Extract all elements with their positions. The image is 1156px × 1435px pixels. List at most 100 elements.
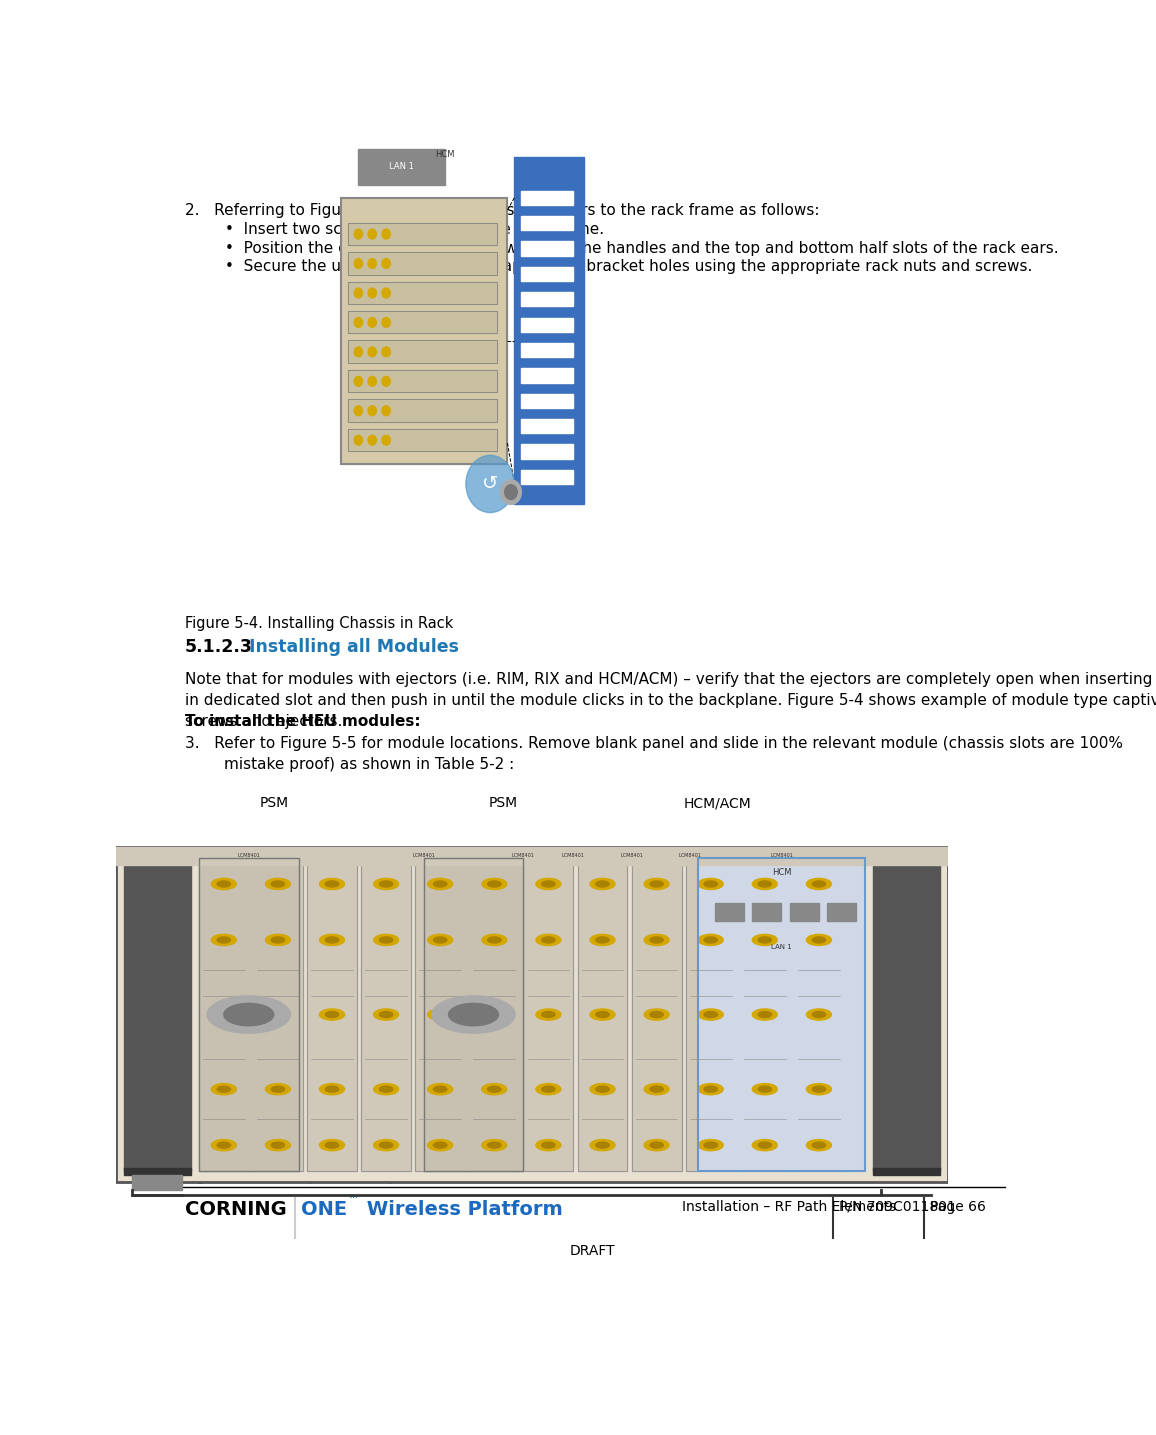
Circle shape [813, 881, 825, 887]
Bar [348, 340, 497, 363]
Circle shape [813, 1142, 825, 1148]
Circle shape [488, 881, 501, 887]
Circle shape [698, 934, 724, 946]
Text: LCM8401: LCM8401 [562, 854, 585, 858]
Circle shape [590, 1009, 615, 1020]
Bar [521, 293, 573, 307]
Circle shape [542, 1086, 555, 1092]
Circle shape [381, 288, 391, 298]
Bar [348, 399, 497, 422]
Circle shape [595, 1086, 609, 1092]
Bar [348, 311, 497, 333]
Circle shape [536, 1083, 561, 1095]
Circle shape [319, 878, 344, 890]
Bar [199, 858, 298, 1171]
Bar [348, 429, 497, 451]
Circle shape [212, 1139, 236, 1151]
Circle shape [807, 1139, 831, 1151]
Bar [348, 281, 497, 304]
Bar [348, 429, 497, 451]
Circle shape [217, 1086, 230, 1092]
Circle shape [266, 934, 290, 946]
Circle shape [482, 1139, 506, 1151]
Circle shape [379, 1142, 393, 1148]
Bar [873, 858, 940, 1171]
Circle shape [381, 406, 391, 416]
Circle shape [266, 878, 290, 890]
Circle shape [428, 1009, 453, 1020]
Circle shape [272, 1086, 284, 1092]
Circle shape [368, 347, 377, 357]
Circle shape [542, 881, 555, 887]
Text: LCM8401: LCM8401 [770, 854, 793, 858]
Circle shape [325, 881, 339, 887]
Circle shape [212, 934, 236, 946]
Bar [578, 858, 628, 1171]
Text: PSM: PSM [260, 796, 289, 811]
Bar [253, 858, 303, 1171]
Circle shape [428, 934, 453, 946]
Circle shape [698, 1083, 724, 1095]
Circle shape [272, 1142, 284, 1148]
Text: Page 66: Page 66 [931, 1200, 986, 1214]
Text: ONE: ONE [302, 1200, 348, 1218]
Circle shape [644, 934, 669, 946]
Circle shape [542, 1012, 555, 1017]
Bar [698, 858, 865, 1171]
Circle shape [807, 934, 831, 946]
Bar [521, 393, 573, 408]
Circle shape [373, 878, 399, 890]
Bar [578, 858, 628, 1171]
Circle shape [381, 317, 391, 327]
Circle shape [698, 1009, 724, 1020]
Bar [521, 217, 573, 231]
Circle shape [595, 937, 609, 943]
Circle shape [381, 258, 391, 268]
Text: DRAFT: DRAFT [570, 1244, 615, 1258]
Text: Figure 5-5. Example of occupied HEU: Figure 5-5. Example of occupied HEU [185, 1170, 455, 1184]
Bar [361, 858, 412, 1171]
Text: Installing all Modules: Installing all Modules [250, 639, 459, 656]
Circle shape [368, 435, 377, 445]
Circle shape [644, 1139, 669, 1151]
Circle shape [482, 1009, 506, 1020]
Circle shape [434, 881, 447, 887]
Text: 3.   Refer to Figure 5-5 for module locations. Remove blank panel and slide in t: 3. Refer to Figure 5-5 for module locati… [185, 736, 1122, 772]
Text: RIX: RIX [266, 1114, 289, 1128]
Circle shape [272, 881, 284, 887]
Circle shape [373, 1083, 399, 1095]
Bar [521, 191, 573, 205]
Circle shape [449, 1003, 498, 1026]
Circle shape [217, 937, 230, 943]
Circle shape [753, 878, 777, 890]
Circle shape [368, 288, 377, 298]
Text: LCM8401: LCM8401 [413, 854, 435, 858]
Bar [698, 858, 865, 1171]
Circle shape [813, 937, 825, 943]
Circle shape [272, 937, 284, 943]
Circle shape [704, 937, 718, 943]
Text: Figure 5-4. Installing Chassis in Rack: Figure 5-4. Installing Chassis in Rack [185, 617, 453, 631]
Bar [524, 858, 573, 1171]
Circle shape [325, 1086, 339, 1092]
Circle shape [325, 1142, 339, 1148]
Circle shape [466, 455, 514, 512]
Circle shape [354, 376, 363, 386]
Circle shape [590, 878, 615, 890]
Circle shape [217, 881, 230, 887]
Bar [415, 858, 465, 1171]
Text: LAN 1: LAN 1 [771, 944, 792, 950]
Bar [521, 445, 573, 459]
Circle shape [488, 1012, 501, 1017]
Circle shape [319, 1009, 344, 1020]
Circle shape [807, 1009, 831, 1020]
Circle shape [217, 1012, 230, 1017]
Text: LCM8401: LCM8401 [512, 854, 535, 858]
Bar [415, 858, 465, 1171]
Circle shape [542, 1142, 555, 1148]
Bar [348, 253, 497, 274]
Circle shape [488, 937, 501, 943]
Circle shape [501, 479, 521, 504]
Bar [521, 419, 573, 433]
Circle shape [354, 288, 363, 298]
